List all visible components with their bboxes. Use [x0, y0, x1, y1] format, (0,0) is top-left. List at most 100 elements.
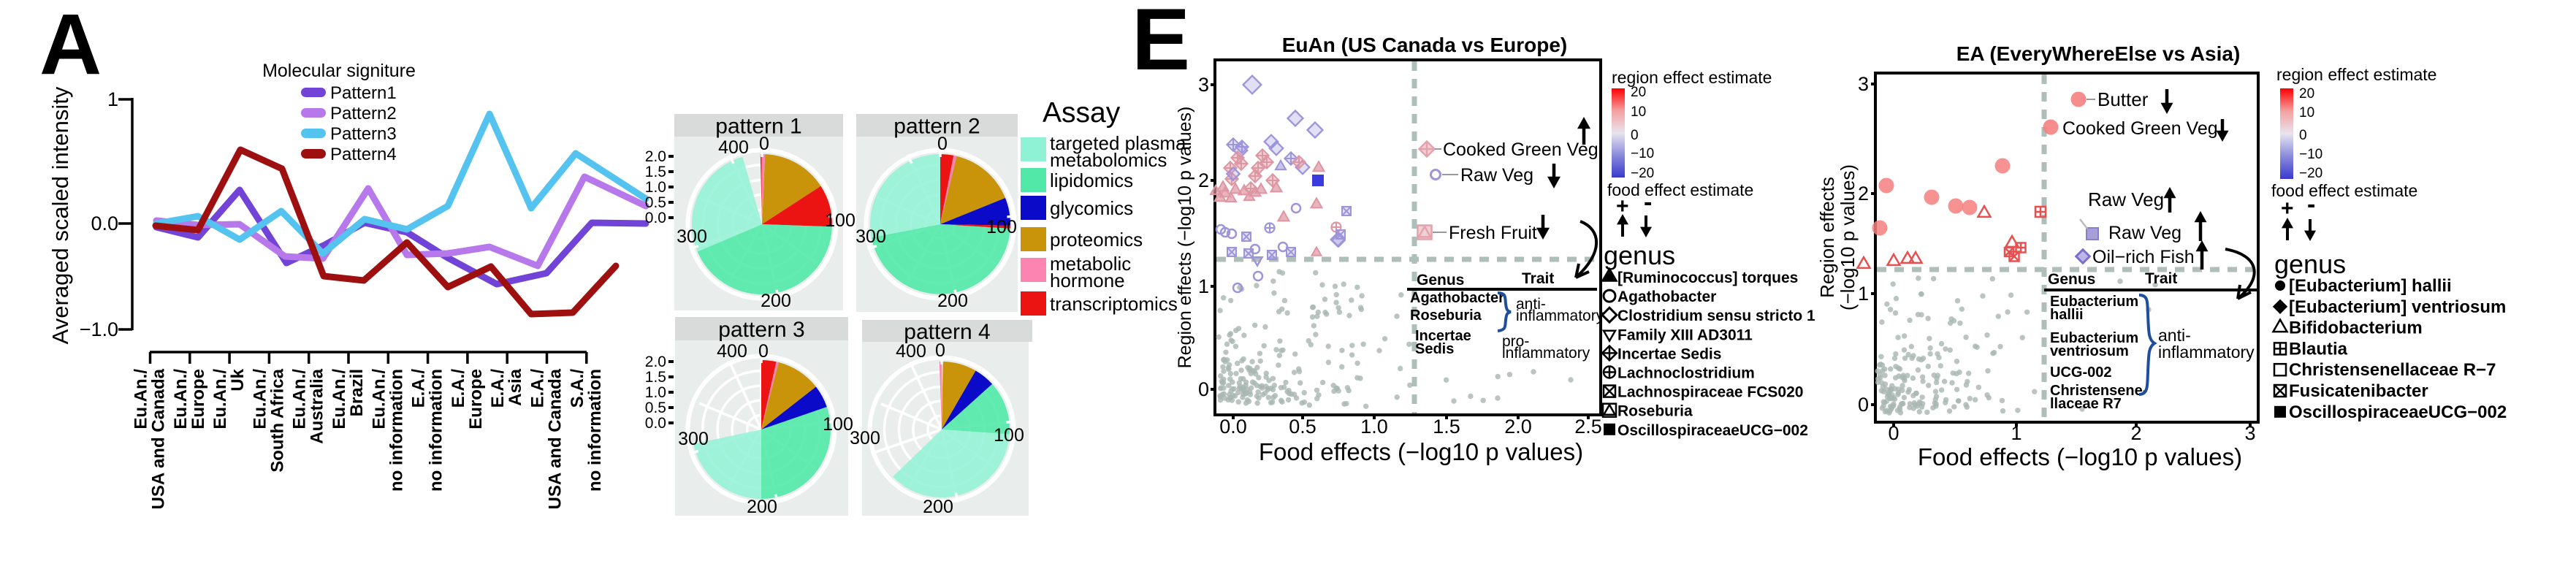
- svg-text:E: E: [1132, 0, 1190, 88]
- svg-text:[Eubacterium] ventriosum: [Eubacterium] ventriosum: [2289, 297, 2506, 317]
- svg-text:0.0: 0.0: [645, 210, 666, 226]
- svg-text:1: 1: [1858, 283, 1869, 305]
- svg-text:100: 100: [994, 425, 1024, 446]
- svg-text:Pattern4: Pattern4: [330, 145, 397, 164]
- svg-text:Cooked Green Veg: Cooked Green Veg: [1443, 140, 1598, 160]
- svg-text:Asia: Asia: [506, 368, 525, 405]
- svg-text:20: 20: [1631, 85, 1646, 100]
- svg-text:Fusicatenibacter: Fusicatenibacter: [2289, 381, 2428, 401]
- svg-text:USA and Canada: USA and Canada: [149, 368, 169, 509]
- svg-text:0: 0: [758, 341, 769, 362]
- svg-text:inflammatory: inflammatory: [1502, 345, 1590, 362]
- svg-text:E.A./: E.A./: [449, 369, 468, 408]
- svg-text:0: 0: [935, 340, 945, 361]
- svg-text:2: 2: [1198, 169, 1209, 191]
- svg-text:lipidomics: lipidomics: [1050, 169, 1133, 191]
- svg-text:Pattern1: Pattern1: [330, 83, 397, 103]
- svg-text:Raw Veg: Raw Veg: [1460, 165, 1533, 186]
- svg-text:200: 200: [747, 497, 777, 517]
- svg-text:0: 0: [937, 134, 948, 154]
- svg-text:Pattern3: Pattern3: [330, 124, 397, 144]
- svg-text:targeted plasma: targeted plasma: [1050, 132, 1186, 154]
- svg-text:Eu.An./: Eu.An./: [132, 369, 151, 429]
- svg-text:300: 300: [677, 226, 707, 247]
- svg-text:OscillospiraceaeUCG−002: OscillospiraceaeUCG−002: [2289, 402, 2507, 422]
- svg-text:1: 1: [107, 88, 118, 110]
- svg-text:200: 200: [923, 497, 953, 517]
- svg-text:0: 0: [759, 134, 769, 154]
- svg-text:metabolic: metabolic: [1050, 253, 1131, 275]
- svg-text:proteomics: proteomics: [1050, 229, 1143, 251]
- svg-text:0.5: 0.5: [645, 194, 666, 211]
- svg-text:EA (EveryWhereElse vs Asia): EA (EveryWhereElse vs Asia): [1956, 42, 2241, 65]
- svg-text:hormone: hormone: [1050, 270, 1125, 291]
- svg-text:transcriptomics: transcriptomics: [1050, 293, 1178, 315]
- svg-text:10: 10: [2299, 105, 2314, 121]
- svg-text:E.A./: E.A./: [488, 369, 508, 408]
- svg-text:2.0: 2.0: [645, 354, 666, 370]
- svg-text:−10: −10: [2299, 147, 2322, 162]
- svg-text:South Africa: South Africa: [267, 368, 287, 472]
- svg-text:no information: no information: [427, 369, 446, 492]
- svg-text:pattern 2: pattern 2: [893, 115, 980, 139]
- svg-text:20: 20: [2299, 86, 2314, 102]
- svg-text:EuAn (US Canada vs Europe): EuAn (US Canada vs Europe): [1282, 34, 1568, 56]
- svg-text:3: 3: [1858, 73, 1869, 95]
- svg-text:Incertae Sedis: Incertae Sedis: [1617, 345, 1721, 362]
- svg-text:Cooked Green Veg: Cooked Green Veg: [2062, 118, 2218, 139]
- svg-text:0.5: 0.5: [645, 400, 666, 416]
- svg-text:Lachnospiraceae FCS020: Lachnospiraceae FCS020: [1617, 384, 1803, 401]
- svg-text:Genus: Genus: [1417, 272, 1464, 289]
- svg-text:100: 100: [986, 217, 1017, 237]
- svg-text:3: 3: [1198, 74, 1209, 96]
- svg-text:Agathobacter: Agathobacter: [1617, 289, 1716, 305]
- svg-text:200: 200: [937, 291, 968, 311]
- svg-text:300: 300: [850, 428, 880, 448]
- svg-text:genus: genus: [1604, 240, 1675, 270]
- svg-text:400: 400: [717, 341, 747, 362]
- svg-text:Region effects (−log10 p value: Region effects (−log10 p values): [1175, 107, 1195, 369]
- svg-text:region effect estimate: region effect estimate: [2276, 65, 2436, 84]
- svg-text:Averaged scaled intensity: Averaged scaled intensity: [47, 86, 73, 344]
- svg-text:3: 3: [2244, 422, 2255, 444]
- svg-text:200: 200: [761, 291, 791, 311]
- svg-text:Eu.An./: Eu.An./: [210, 369, 230, 429]
- svg-text:1.0: 1.0: [645, 384, 666, 401]
- svg-text:0: 0: [1631, 128, 1639, 143]
- svg-text:food effect estimate: food effect estimate: [2271, 181, 2417, 200]
- svg-text:Eu.An./: Eu.An./: [369, 369, 389, 429]
- svg-text:Family XIII AD3011: Family XIII AD3011: [1617, 326, 1753, 343]
- svg-text:Roseburia: Roseburia: [1617, 403, 1693, 420]
- svg-text:Australia: Australia: [308, 368, 327, 443]
- svg-text:A: A: [39, 0, 102, 93]
- svg-text:E.A./: E.A./: [409, 369, 429, 408]
- svg-text:pro-: pro-: [1502, 333, 1529, 350]
- svg-text:10: 10: [1631, 104, 1646, 120]
- svg-text:Clostridium sensu stricto 1: Clostridium sensu stricto 1: [1617, 308, 1815, 324]
- svg-text:llaceae R7: llaceae R7: [2050, 396, 2122, 412]
- svg-text:anti-: anti-: [1516, 296, 1546, 313]
- svg-text:0: 0: [1858, 394, 1869, 416]
- svg-text:(−log10 p values): (−log10 p values): [1837, 164, 1859, 310]
- svg-text:1.5: 1.5: [645, 164, 666, 180]
- svg-text:0: 0: [2299, 128, 2307, 143]
- svg-text:2.0: 2.0: [645, 148, 666, 165]
- svg-text:0.0: 0.0: [91, 213, 118, 234]
- svg-text:−20: −20: [2299, 166, 2322, 181]
- svg-text:Eubacterium: Eubacterium: [2050, 294, 2138, 310]
- svg-text:Sedis: Sedis: [1415, 341, 1454, 357]
- svg-text:hallii: hallii: [2050, 307, 2084, 323]
- svg-text:ventriosum: ventriosum: [2050, 343, 2129, 359]
- svg-text:Eu.An./: Eu.An./: [250, 369, 270, 429]
- svg-text:−1.0: −1.0: [80, 318, 118, 340]
- svg-text:glycomics: glycomics: [1050, 197, 1133, 219]
- svg-text:2: 2: [1858, 183, 1869, 205]
- svg-text:400: 400: [718, 137, 749, 158]
- svg-text:Genus: Genus: [2048, 271, 2095, 288]
- svg-text:pattern 3: pattern 3: [718, 318, 804, 342]
- svg-text:Uk: Uk: [228, 368, 248, 391]
- svg-text:Christensene-: Christensene-: [2050, 383, 2147, 399]
- svg-text:pattern 1: pattern 1: [715, 115, 801, 139]
- svg-text:S.A./: S.A./: [568, 369, 587, 408]
- svg-text:Roseburia: Roseburia: [1410, 308, 1482, 324]
